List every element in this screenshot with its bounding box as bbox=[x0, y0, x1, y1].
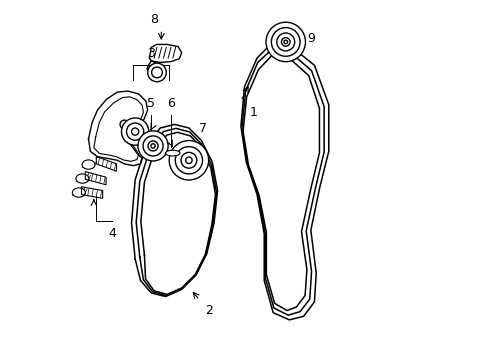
Circle shape bbox=[276, 33, 294, 51]
Circle shape bbox=[120, 120, 128, 129]
Circle shape bbox=[181, 152, 196, 168]
Circle shape bbox=[148, 141, 158, 151]
Ellipse shape bbox=[165, 150, 180, 156]
Ellipse shape bbox=[76, 174, 89, 183]
Circle shape bbox=[169, 140, 208, 180]
Circle shape bbox=[126, 123, 143, 140]
Circle shape bbox=[185, 157, 192, 163]
Circle shape bbox=[265, 22, 305, 62]
Text: 7: 7 bbox=[199, 122, 206, 135]
Text: 3: 3 bbox=[147, 47, 155, 60]
Circle shape bbox=[284, 40, 287, 44]
Circle shape bbox=[138, 131, 168, 161]
Circle shape bbox=[121, 118, 148, 145]
Text: 9: 9 bbox=[306, 32, 314, 45]
Text: 8: 8 bbox=[149, 13, 158, 26]
Text: 2: 2 bbox=[204, 304, 212, 317]
Ellipse shape bbox=[82, 160, 95, 169]
Ellipse shape bbox=[72, 188, 85, 197]
Text: 6: 6 bbox=[167, 97, 175, 110]
Circle shape bbox=[131, 128, 139, 135]
Circle shape bbox=[151, 144, 155, 148]
Circle shape bbox=[147, 63, 166, 82]
Text: 5: 5 bbox=[146, 97, 154, 110]
Circle shape bbox=[271, 28, 300, 56]
Circle shape bbox=[175, 147, 202, 174]
Text: 1: 1 bbox=[249, 107, 257, 120]
Circle shape bbox=[142, 136, 163, 156]
Circle shape bbox=[281, 38, 289, 46]
Text: 4: 4 bbox=[108, 226, 116, 240]
Circle shape bbox=[151, 67, 162, 78]
